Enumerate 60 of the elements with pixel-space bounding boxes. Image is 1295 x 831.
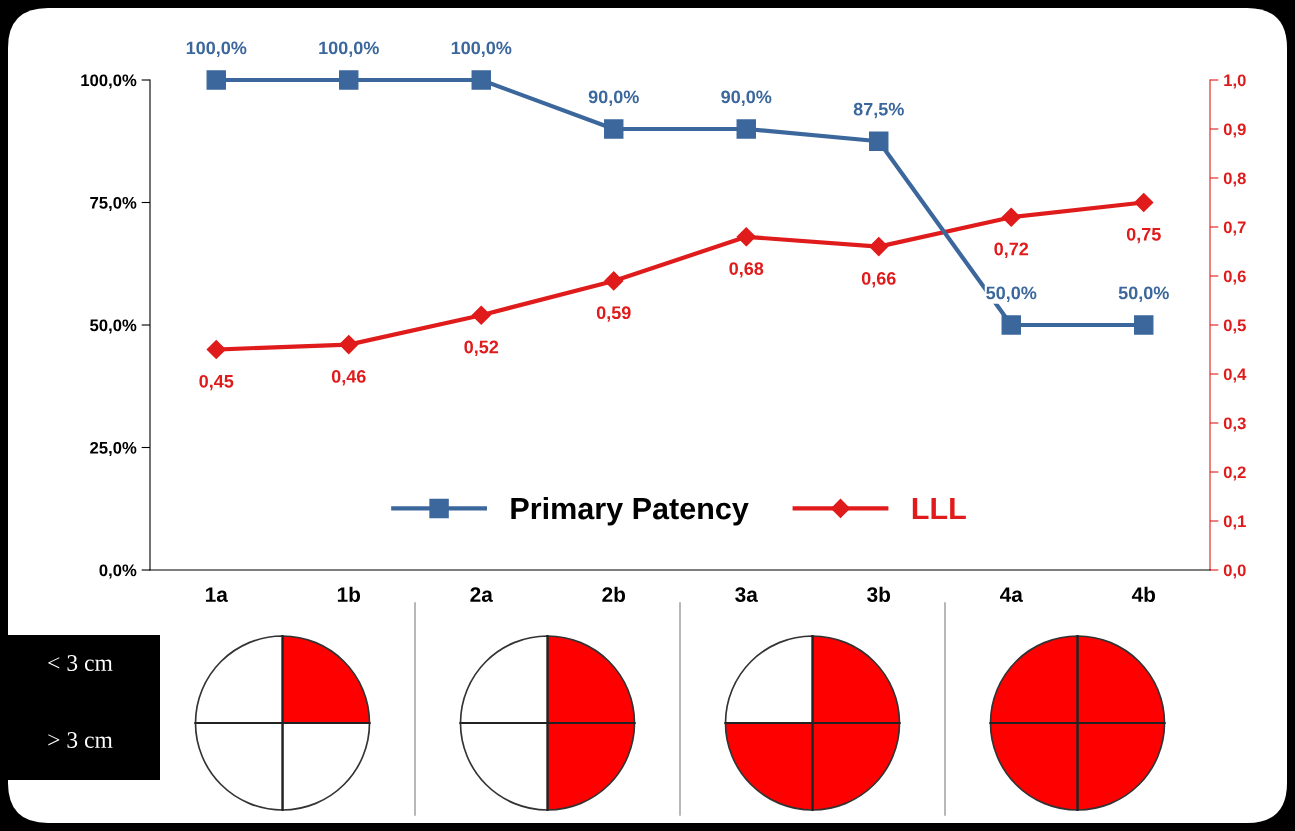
point — [1134, 192, 1154, 213]
data-label: 87,5% — [853, 102, 904, 119]
point — [1001, 207, 1021, 227]
x-tick-label: 2a — [470, 587, 493, 602]
point — [471, 70, 491, 90]
y-tick-label: 75,0% — [90, 196, 137, 212]
text: < 3 cm — [48, 655, 113, 671]
x-tick-label: 1a — [205, 587, 228, 602]
x-tick-label: 1b — [337, 586, 361, 602]
data-label: 100,0% — [186, 41, 247, 57]
x-tick-label: 4a — [999, 587, 1023, 602]
point — [206, 339, 226, 360]
y2-tick-label: 0,8 — [1223, 172, 1246, 187]
y2-tick-label: 0,2 — [1223, 466, 1246, 481]
y2-tick-label: 1,0 — [1224, 74, 1246, 89]
x-tick-label: 2b — [602, 586, 626, 602]
data-label: 90,0% — [721, 90, 772, 106]
point — [736, 119, 756, 139]
point — [604, 119, 624, 139]
point — [869, 131, 889, 151]
y2-tick-label: 0,6 — [1223, 270, 1246, 285]
data-label: 90,0% — [588, 90, 639, 106]
y-tick-label: 0,0% — [99, 564, 137, 579]
y-tick-label: 50,0% — [90, 319, 137, 334]
point — [339, 335, 359, 355]
legend-label: LLL — [912, 498, 966, 520]
y2-tick-label: 0,4 — [1223, 368, 1247, 383]
point — [1134, 315, 1154, 335]
data-label: 0,45 — [199, 374, 234, 391]
y2-tick-label: 0,3 — [1223, 417, 1246, 432]
point — [604, 271, 624, 291]
point — [1001, 315, 1021, 335]
y2-tick-label: 0,9 — [1223, 123, 1246, 138]
y-tick-label: 25,0% — [90, 441, 137, 457]
point — [339, 70, 359, 90]
data-label: 0,75 — [1126, 227, 1161, 244]
data-label: 0,72 — [994, 242, 1029, 258]
data-label: 0,59 — [596, 306, 631, 322]
point — [869, 237, 889, 257]
x-tick-label: 3a — [735, 587, 758, 602]
data-label: 0,66 — [861, 271, 896, 288]
data-label: 0,52 — [464, 340, 499, 356]
y2-tick-label: 0,7 — [1223, 221, 1246, 236]
point — [736, 227, 756, 247]
point — [206, 70, 226, 90]
data-label: 0,46 — [331, 369, 366, 386]
data-label: 100,0% — [319, 41, 379, 57]
data-label: 50,0% — [986, 286, 1037, 302]
x-tick-label: 3b — [867, 586, 891, 602]
y2-tick-label: 0,0 — [1223, 564, 1246, 579]
point — [471, 305, 491, 325]
y2-tick-label: 0,5 — [1223, 319, 1246, 334]
y2-tick-label: 0,1 — [1223, 515, 1246, 530]
data-label: 100,0% — [451, 41, 512, 57]
y-tick-label: 100,0% — [81, 74, 137, 89]
data-label: 0,68 — [729, 262, 764, 278]
x-tick-label: 4b — [1131, 586, 1156, 602]
text: > 3 cm — [48, 732, 113, 748]
legend-label: Primary Patency — [511, 496, 749, 526]
data-label: 50,0% — [1118, 286, 1169, 302]
